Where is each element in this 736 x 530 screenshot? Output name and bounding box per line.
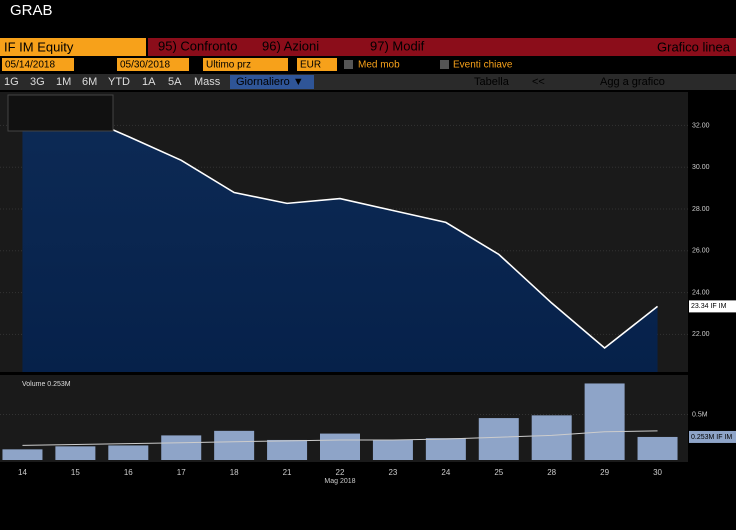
x-tick-label: 21 (283, 468, 292, 477)
footer: SN 238544 H216-6287-1 30-May-18 12:25:23… (460, 501, 687, 510)
period[interactable]: 3G (30, 76, 45, 88)
volume-bar (531, 415, 572, 460)
last-tag (689, 300, 736, 313)
menu-item[interactable]: 97) Modif (370, 38, 425, 53)
volume-bar (108, 445, 149, 460)
volume-legend: Volume 0.253M (22, 381, 71, 388)
volume-bar (2, 449, 43, 460)
date-box[interactable] (117, 58, 189, 71)
date-sep: - (97, 60, 100, 71)
add-button[interactable]: Agg a grafico (600, 76, 665, 88)
menu-item[interactable]: 96) Azioni (262, 38, 319, 53)
y-tick-label: 26.00 (692, 248, 710, 255)
date-from[interactable]: 05/14/2018 (5, 60, 55, 71)
volume-bar (372, 439, 413, 460)
volume-bar (320, 433, 360, 460)
toolbar (0, 74, 736, 90)
frequency-box[interactable] (230, 75, 314, 89)
x-tick-label: 30 (653, 468, 662, 477)
period[interactable]: 5A (168, 76, 182, 88)
x-tick-label: 29 (600, 468, 609, 477)
y-tick-label: 0.5M (692, 411, 708, 418)
x-tick-label: 17 (177, 468, 186, 477)
x-tick-label: 28 (547, 468, 556, 477)
date-to[interactable]: 05/30/2018 (120, 60, 170, 71)
x-tick-label: 25 (494, 468, 503, 477)
events[interactable]: Eventi chiave (453, 60, 513, 71)
currency[interactable]: EUR (300, 60, 321, 71)
field[interactable]: Ultimo prz (206, 60, 251, 71)
x-tick-label: 18 (230, 468, 239, 477)
volume-bar (478, 418, 519, 460)
period[interactable]: 1A (142, 76, 156, 88)
volume-bar (55, 446, 96, 460)
x-tick-label: 23 (388, 468, 397, 477)
checkbox[interactable] (440, 60, 449, 69)
security[interactable]: IF IM Equity (4, 39, 74, 54)
chart-kind[interactable]: Grafico linea (657, 39, 731, 54)
collapse-button[interactable]: << (532, 76, 545, 88)
footer: Australia 61 2 9777 8600 Brazil 5511 239… (76, 487, 533, 496)
x-tick-label: 22 (336, 468, 345, 477)
footer: Japan 81 3 3201 8900 Singapore 65 6212 1… (76, 494, 465, 503)
legend-box (7, 94, 114, 132)
volume-bar (584, 383, 625, 460)
x-tick-label: 24 (441, 468, 450, 477)
volume-average (22, 430, 658, 446)
y-tick-label: 24.00 (692, 289, 710, 296)
y-tick-label: 32.00 (692, 122, 710, 129)
volume-bar (267, 439, 308, 460)
y-tick-label: 30.00 (692, 164, 710, 171)
security-box[interactable] (0, 38, 146, 56)
volume-bar (161, 435, 202, 460)
table-button[interactable]: Tabella (474, 76, 510, 88)
x-tick-label: 15 (71, 468, 80, 477)
period[interactable]: 1M (56, 76, 71, 88)
last-tag (689, 430, 736, 443)
y-tick-label: 22.00 (692, 331, 710, 338)
moving-avg[interactable]: Med mob (358, 60, 400, 71)
price-line (22, 112, 659, 350)
price-area (22, 113, 658, 372)
period[interactable]: Mass (194, 76, 221, 88)
y-tick-label: 28.00 (692, 206, 710, 213)
currency-box[interactable] (297, 58, 337, 71)
frequency[interactable]: Giornaliero ▼ (236, 76, 304, 88)
window-title: GRAB (10, 2, 53, 19)
field-box[interactable] (203, 58, 288, 71)
x-tick-label: 14 (18, 468, 27, 477)
volume-bar (214, 430, 255, 460)
period[interactable]: 1G (4, 76, 19, 88)
checkbox[interactable] (344, 60, 353, 69)
period[interactable]: YTD (108, 76, 130, 88)
menu-item[interactable]: 95) Confronto (158, 38, 238, 53)
period[interactable]: 6M (82, 76, 97, 88)
month-label: Mag 2018 (324, 478, 355, 485)
volume-bar (637, 436, 678, 460)
last-label: 0.253M IF IM (691, 434, 732, 441)
volume-bar (425, 438, 466, 460)
x-tick-label: 16 (124, 468, 133, 477)
menu-bar (148, 38, 736, 56)
last-label: 23.34 IF IM (691, 303, 727, 310)
date-box[interactable] (2, 58, 74, 71)
